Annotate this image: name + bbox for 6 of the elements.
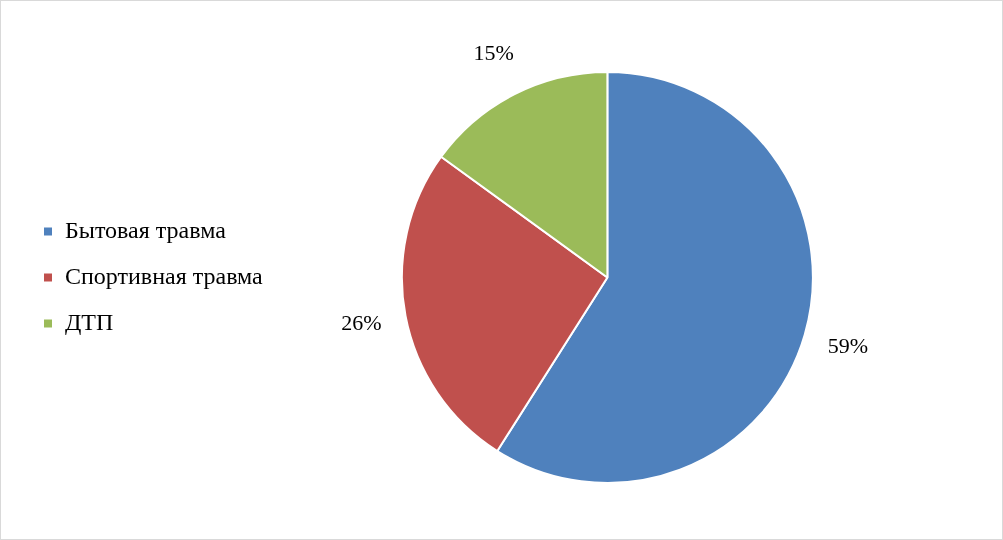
data-label: 15%	[473, 40, 514, 66]
legend-label: ДТП	[65, 308, 114, 335]
data-label: 26%	[341, 310, 382, 336]
legend-label: Бытовая травма	[65, 216, 227, 243]
data-label: 59%	[827, 333, 869, 359]
legend-label: Спортивная травма	[65, 262, 264, 289]
